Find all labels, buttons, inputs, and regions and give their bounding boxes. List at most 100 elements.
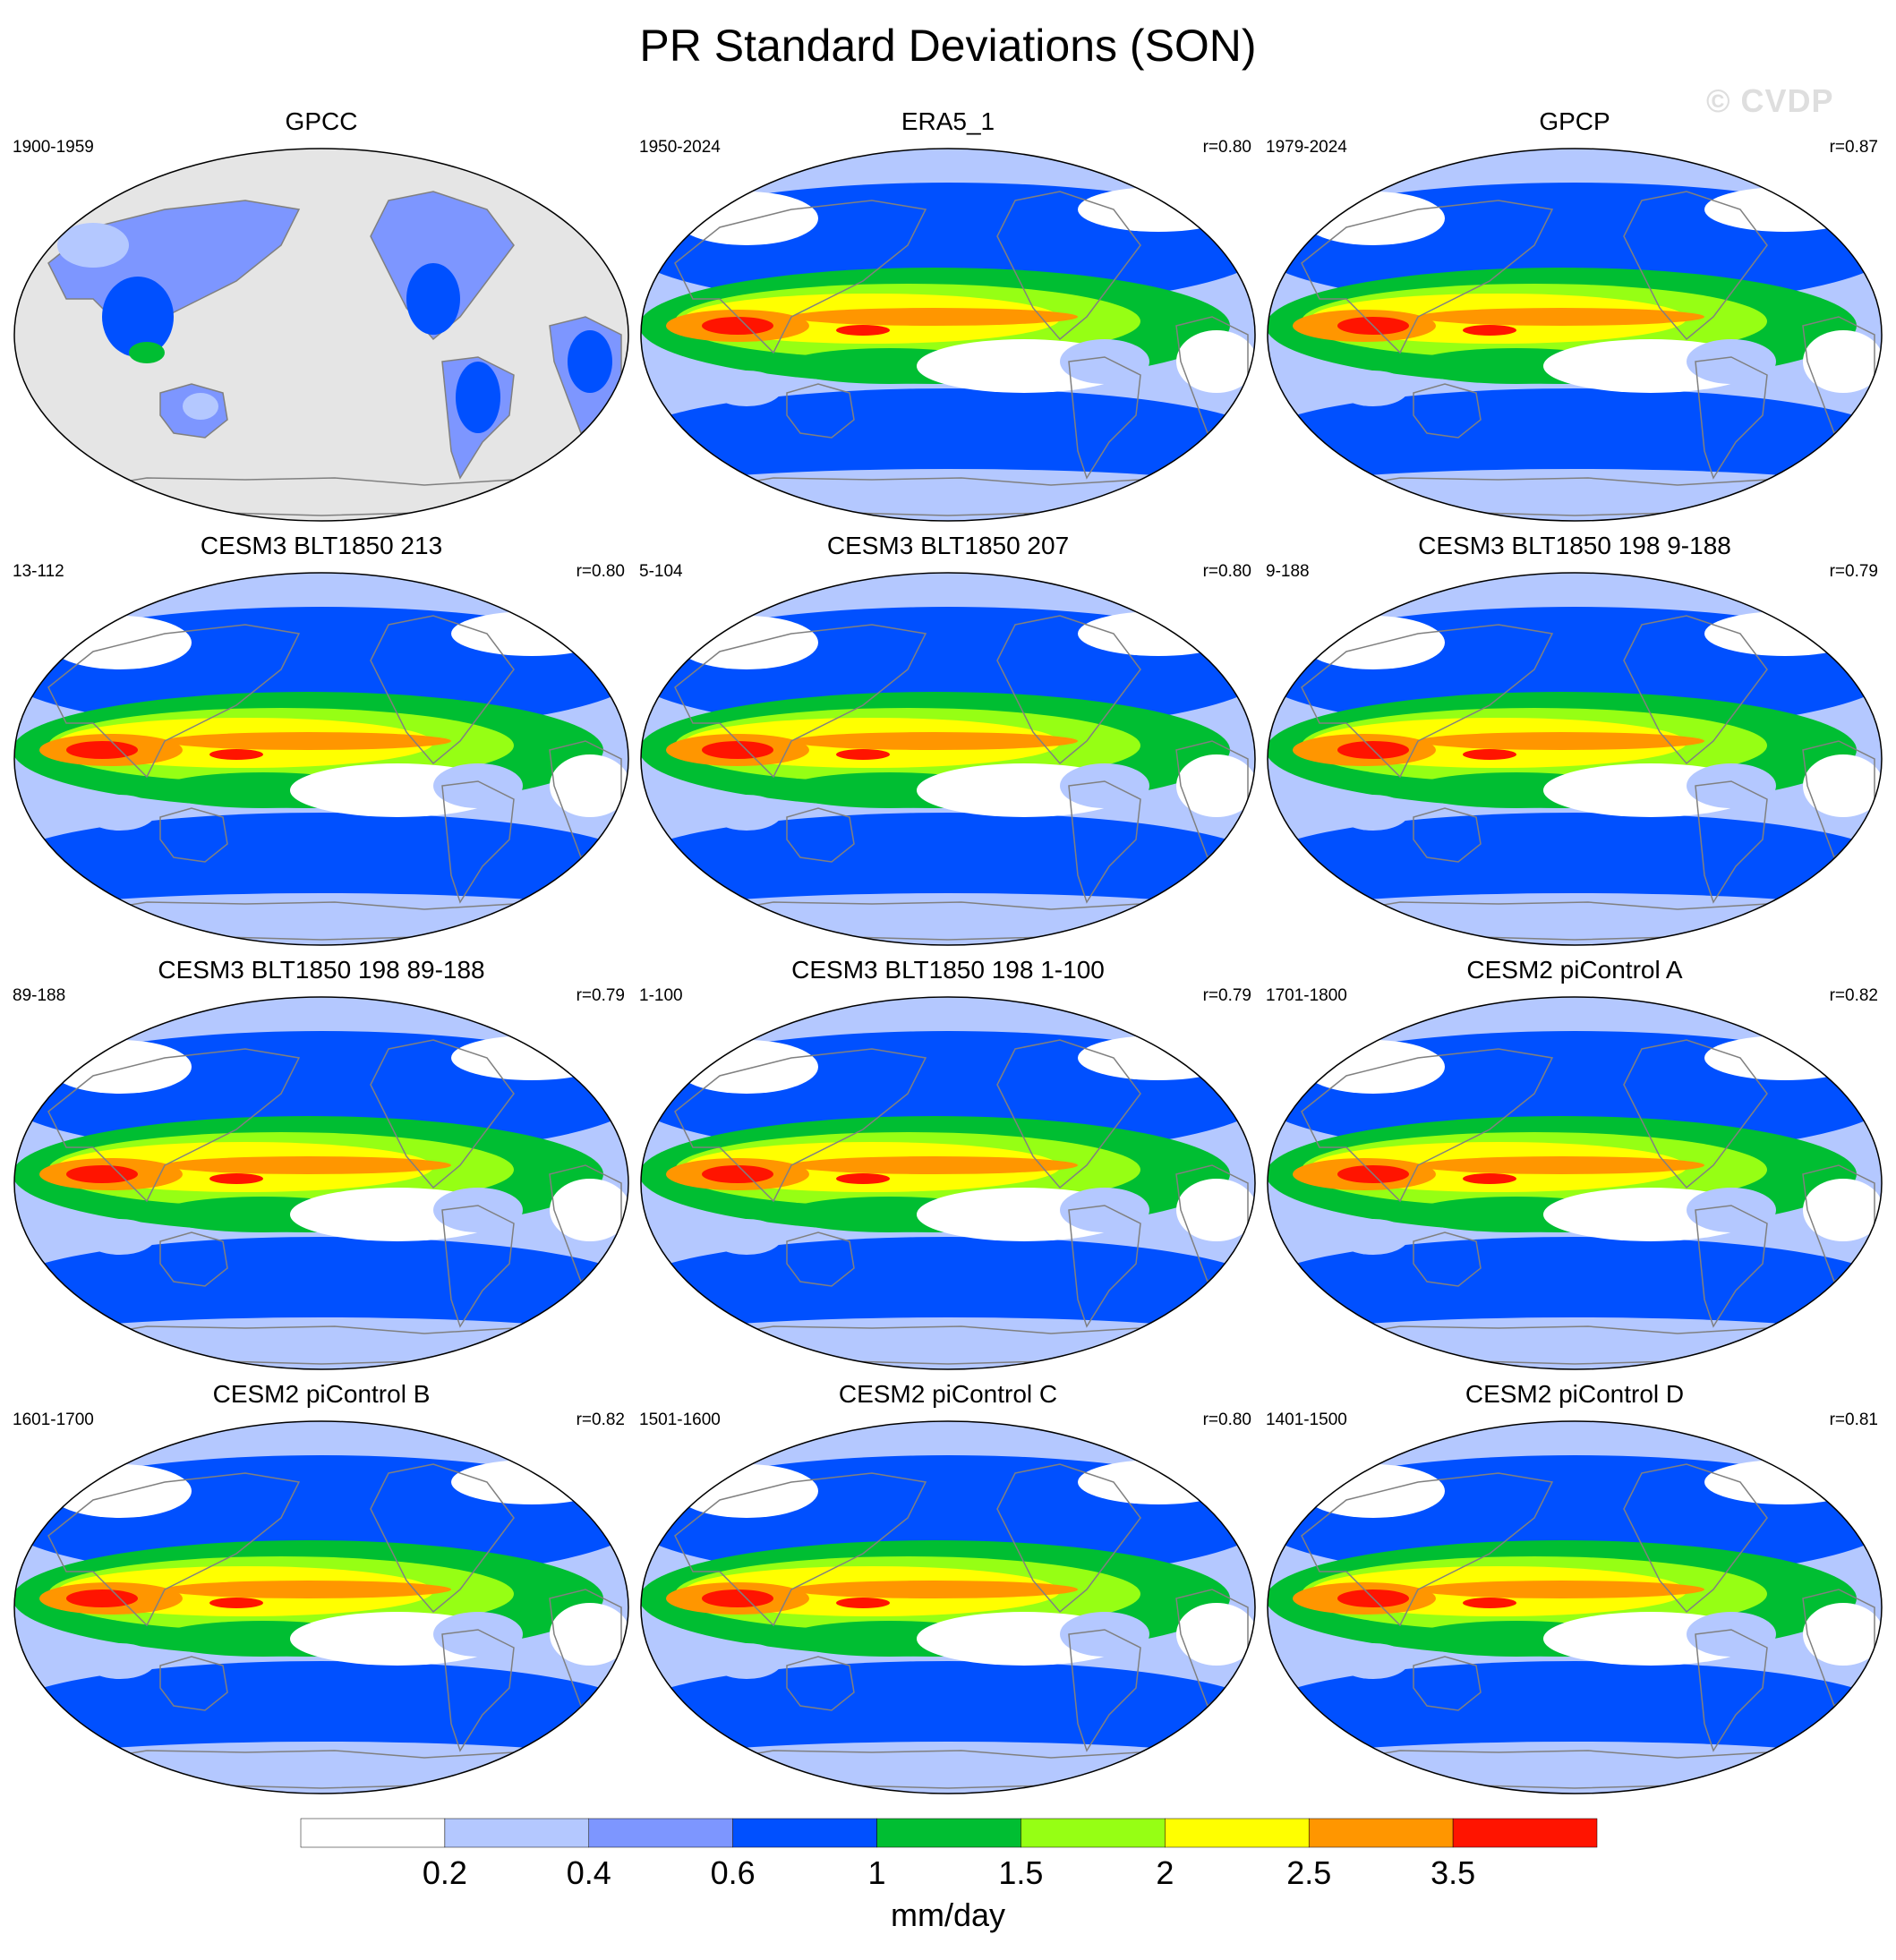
map-outline [1267, 996, 1883, 1370]
map-field [14, 573, 628, 945]
precip-region [791, 1581, 1078, 1598]
precip-region [641, 893, 1255, 945]
land-samerica [1068, 780, 1141, 904]
colorbar-segment [444, 1818, 590, 1848]
land-samerica [1695, 356, 1768, 480]
panel-correlation: r=0.82 [576, 1410, 625, 1429]
precip-region [1268, 893, 1882, 945]
colorbar-segment [588, 1818, 733, 1848]
map-outline [13, 996, 629, 1370]
panel-title: CESM2 piControl B [212, 1380, 431, 1408]
land-namerica [996, 191, 1141, 341]
panel-correlation: r=0.79 [1202, 986, 1251, 1005]
panel-title: CESM3 BLT1850 198 89-188 [158, 956, 485, 984]
map-field [14, 149, 628, 521]
precip-region [456, 362, 500, 433]
panel-correlation: r=0.80 [576, 562, 625, 581]
world-map [13, 1420, 629, 1794]
map-panel: GPCC 1900-1959 [13, 107, 630, 522]
colorbar-tick-label: 1.5 [998, 1854, 1044, 1891]
land-asia [1301, 200, 1554, 354]
precip-region [1176, 754, 1255, 817]
precip-region [836, 1598, 890, 1608]
world-map [640, 996, 1256, 1370]
land-samerica [441, 1205, 515, 1328]
colorbar [300, 1818, 1598, 1848]
colorbar-tick-label: 3.5 [1431, 1854, 1476, 1891]
world-map [640, 148, 1256, 522]
panel-years: 1501-1600 [639, 1410, 721, 1429]
land-namerica [370, 1039, 515, 1189]
colorbar-segment [876, 1818, 1021, 1848]
colorbar-segment [1021, 1818, 1166, 1848]
precip-region [84, 1219, 156, 1255]
map-panel: GPCP 1979-2024 r=0.87 [1266, 107, 1883, 522]
precip-region [183, 393, 218, 420]
land-asia [1301, 624, 1554, 779]
precip-region [451, 611, 612, 656]
panel-years: 1601-1700 [13, 1410, 94, 1429]
precip-region [568, 330, 612, 393]
land-asia [1301, 1472, 1554, 1627]
precip-region [702, 1165, 773, 1183]
precip-region [433, 763, 523, 808]
precip-region [1268, 469, 1882, 521]
precip-region [1060, 339, 1149, 384]
precip-region [1060, 1612, 1149, 1657]
map-outline [13, 1420, 629, 1794]
land-australia [786, 1231, 855, 1287]
map-panel: CESM2 piControl C 1501-1600 r=0.80 [639, 1380, 1257, 1794]
precip-region [1337, 1643, 1409, 1679]
world-map [13, 572, 629, 946]
land-samerica [1068, 1205, 1141, 1328]
colorbar-segment [1308, 1818, 1454, 1848]
colorbar-tick-label: 2.5 [1286, 1854, 1332, 1891]
land-australia [786, 1656, 855, 1711]
map-panel: CESM3 BLT1850 207 5-104 r=0.80 [639, 532, 1257, 946]
precip-region [641, 1742, 1255, 1794]
map-outline [640, 996, 1256, 1370]
precip-region [48, 616, 192, 669]
precip-region [702, 317, 773, 335]
precip-region [1418, 732, 1704, 750]
precip-region [1078, 187, 1239, 232]
watermark: © CVDP [1706, 82, 1834, 119]
panel-years: 1950-2024 [639, 138, 721, 157]
panel-title: CESM3 BLT1850 198 9-188 [1418, 532, 1731, 559]
land-asia [47, 1472, 301, 1627]
panel-correlation: r=0.80 [1202, 138, 1251, 157]
land-australia [159, 1231, 228, 1287]
precip-region [1687, 763, 1776, 808]
precip-region [66, 1589, 138, 1607]
panel-correlation: r=0.80 [1202, 1410, 1251, 1429]
precip-region [1803, 754, 1882, 817]
map-outline [13, 148, 629, 522]
precip-region [711, 371, 782, 406]
land-samerica [441, 780, 515, 904]
precip-region [711, 1219, 782, 1255]
panel-correlation: r=0.79 [576, 986, 625, 1005]
land-australia [786, 807, 855, 863]
precip-region [165, 1156, 451, 1174]
precip-region [1704, 1035, 1866, 1080]
precip-region [102, 277, 174, 357]
precip-region [433, 1188, 523, 1232]
map-field [641, 997, 1255, 1369]
map-field [1268, 149, 1882, 521]
map-panel: CESM3 BLT1850 213 13-112 r=0.80 [13, 532, 630, 946]
land-australia [1413, 383, 1482, 439]
map-outline [1267, 1420, 1883, 1794]
world-map [640, 1420, 1256, 1794]
precip-region [209, 749, 263, 760]
precip-region [550, 1179, 628, 1241]
panel-title: CESM3 BLT1850 213 [200, 532, 443, 559]
map-outline [640, 1420, 1256, 1794]
precip-region [1176, 1179, 1255, 1241]
world-map [1267, 572, 1883, 946]
precip-region [1803, 330, 1882, 393]
map-panel: CESM3 BLT1850 198 89-188 89-188 r=0.79 [13, 956, 630, 1370]
precip-region [675, 1464, 818, 1518]
land-namerica [996, 1039, 1141, 1189]
land-namerica [1623, 1463, 1768, 1614]
world-map [640, 572, 1256, 946]
